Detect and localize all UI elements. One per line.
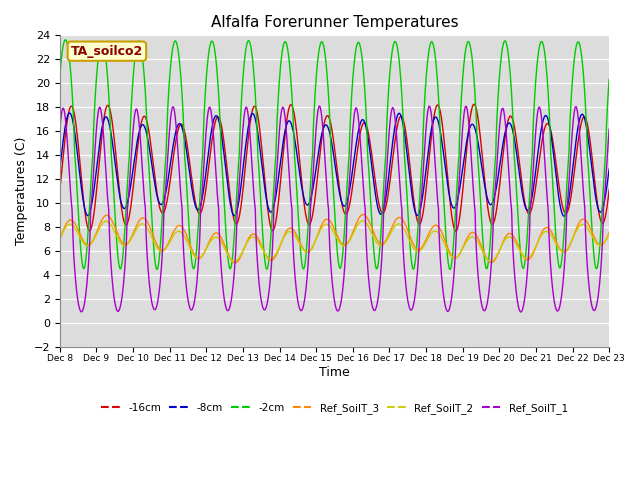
Y-axis label: Temperatures (C): Temperatures (C) [15, 137, 28, 245]
Legend: -16cm, -8cm, -2cm, Ref_SoilT_3, Ref_SoilT_2, Ref_SoilT_1: -16cm, -8cm, -2cm, Ref_SoilT_3, Ref_Soil… [97, 398, 572, 418]
Text: TA_soilco2: TA_soilco2 [71, 45, 143, 58]
X-axis label: Time: Time [319, 366, 350, 379]
Title: Alfalfa Forerunner Temperatures: Alfalfa Forerunner Temperatures [211, 15, 458, 30]
